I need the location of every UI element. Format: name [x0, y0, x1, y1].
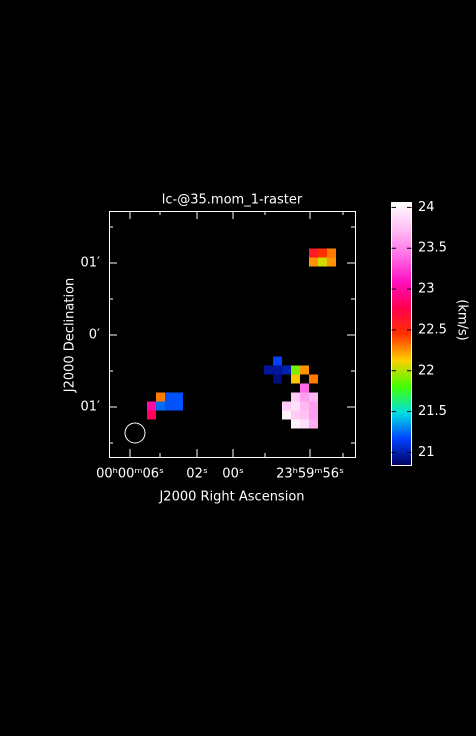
pixel	[156, 401, 165, 411]
x-tick-label: 00ʰ00ᵐ06ˢ	[96, 467, 164, 482]
colorbar-tick-label: 21	[418, 445, 435, 460]
pixel	[300, 410, 309, 420]
colorbar-label: (km/s)	[455, 299, 470, 341]
colorbar-tick-label: 22.5	[418, 322, 447, 337]
pixel	[174, 401, 183, 411]
pixel	[300, 383, 309, 393]
pixel	[318, 248, 327, 258]
colorbar-tick-label: 23.5	[418, 241, 447, 256]
pixel	[327, 257, 336, 267]
frame-ticks	[109, 211, 355, 457]
y-tick-label: 01′	[81, 400, 101, 415]
pixel	[282, 401, 291, 411]
x-tick-label: 23ʰ59ᵐ56ˢ	[276, 467, 344, 482]
pixel	[291, 374, 300, 384]
pixel	[291, 401, 300, 411]
pixel	[273, 356, 282, 366]
pixel	[147, 410, 156, 420]
colorbar-tick-label: 21.5	[418, 404, 447, 419]
pixel	[165, 401, 174, 411]
pixel	[309, 248, 318, 258]
pixel	[309, 257, 318, 267]
x-axis-label: J2000 Right Ascension	[158, 490, 304, 505]
pixel	[273, 374, 282, 384]
x-tick-label: 02ˢ	[186, 467, 208, 482]
pixel	[300, 419, 309, 429]
y-tick-label: 01′	[81, 256, 101, 271]
pixel	[291, 365, 300, 375]
pixel	[309, 374, 318, 384]
pixel	[309, 401, 318, 411]
pixel	[309, 419, 318, 429]
pixel	[147, 401, 156, 411]
y-axis-label: J2000 Declination	[63, 278, 78, 394]
pixel	[300, 401, 309, 411]
colorbar-tick-label: 23	[418, 282, 435, 297]
pixel	[291, 419, 300, 429]
pixel	[156, 392, 165, 402]
pixel	[273, 365, 282, 375]
pixel	[264, 365, 273, 375]
pixel	[300, 392, 309, 402]
pixel	[309, 410, 318, 420]
x-tick-label: 00ˢ	[222, 467, 244, 482]
colorbar-tick-label: 22	[418, 363, 435, 378]
beam	[124, 422, 146, 444]
chart-title: lc-@35.mom_1-raster	[162, 193, 303, 208]
y-tick-label: 0′	[89, 328, 100, 343]
colorbar	[391, 202, 412, 466]
pixel	[291, 392, 300, 402]
pixel	[282, 410, 291, 420]
pixel	[318, 257, 327, 267]
pixel	[174, 392, 183, 402]
pixel	[309, 392, 318, 402]
pixel	[327, 248, 336, 258]
colorbar-tick-label: 24	[418, 200, 435, 215]
pixel	[282, 365, 291, 375]
pixel	[300, 365, 309, 375]
pixel	[291, 410, 300, 420]
pixel	[165, 392, 174, 402]
